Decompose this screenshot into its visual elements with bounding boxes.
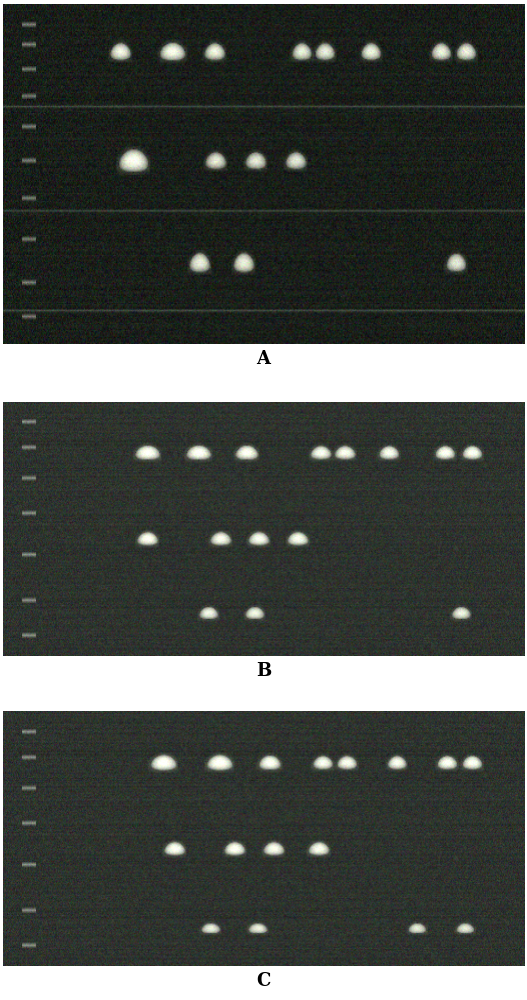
Text: C: C [256, 972, 271, 990]
Text: B: B [256, 662, 271, 680]
Text: A: A [257, 350, 270, 368]
